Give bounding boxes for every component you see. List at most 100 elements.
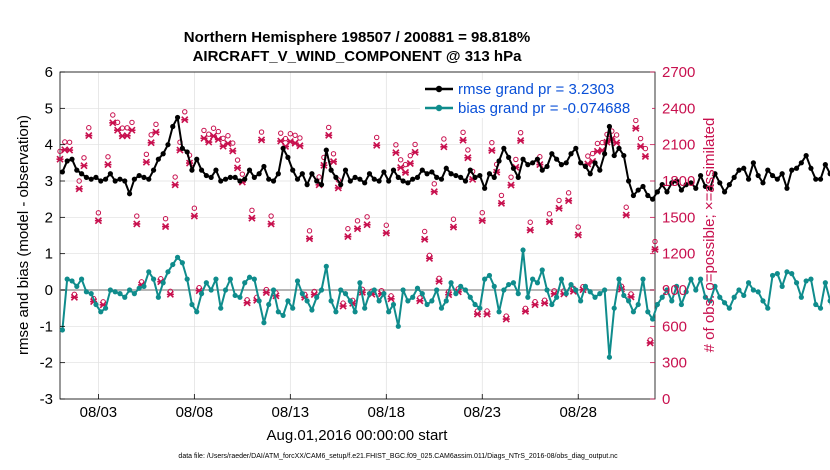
rmse-point bbox=[362, 180, 368, 186]
obs-assimilated-marker bbox=[363, 221, 371, 229]
obs-possible-marker bbox=[129, 119, 135, 126]
rmse-point bbox=[371, 176, 377, 182]
rmse-point bbox=[544, 163, 550, 170]
rmse-point bbox=[721, 189, 728, 195]
rmse-point bbox=[462, 178, 469, 184]
bias-point bbox=[117, 291, 123, 297]
bias-point bbox=[462, 287, 469, 293]
bias-point bbox=[146, 269, 152, 275]
rmse-point bbox=[664, 189, 670, 195]
obs-possible-marker bbox=[138, 279, 145, 285]
bias-point bbox=[673, 283, 680, 289]
rmse-point bbox=[525, 162, 531, 168]
legend-bias-label: bias grand pr = -0.074688 bbox=[458, 100, 630, 117]
bias-point bbox=[539, 267, 545, 273]
rmse-point bbox=[717, 180, 723, 186]
obs-possible-marker bbox=[114, 119, 121, 126]
obs-assimilated-marker bbox=[440, 143, 448, 151]
obs-possible-marker bbox=[153, 121, 159, 128]
rmse-point bbox=[765, 167, 771, 173]
rmse-point bbox=[563, 160, 569, 166]
bias-point bbox=[669, 298, 675, 304]
bias-point bbox=[592, 294, 598, 300]
bias-point bbox=[88, 291, 94, 297]
bias-point bbox=[232, 292, 238, 299]
bias-point bbox=[410, 294, 416, 300]
bias-point bbox=[203, 280, 209, 286]
bias-point bbox=[299, 291, 305, 297]
obs-possible-marker bbox=[450, 216, 457, 222]
bias-point bbox=[544, 287, 550, 293]
bias-point bbox=[280, 312, 286, 319]
y-tick-label: -2 bbox=[40, 355, 53, 372]
obs-possible-marker bbox=[330, 151, 337, 157]
bias-point bbox=[371, 287, 377, 293]
rmse-point bbox=[568, 151, 574, 157]
bias-point bbox=[453, 291, 459, 297]
obs-assimilated-marker bbox=[637, 142, 645, 150]
obs-assimilated-marker bbox=[114, 126, 122, 134]
rmse-point bbox=[141, 174, 147, 180]
obs-assimilated-marker bbox=[257, 136, 266, 144]
bias-point bbox=[237, 294, 243, 300]
obs-possible-marker bbox=[633, 117, 639, 124]
bias-point bbox=[769, 272, 776, 279]
bias-point bbox=[83, 289, 89, 295]
bias-point bbox=[160, 280, 166, 286]
rmse-point bbox=[448, 171, 454, 177]
obs-possible-marker bbox=[484, 308, 490, 314]
obs-assimilated-marker bbox=[392, 149, 400, 157]
obs-assimilated-marker bbox=[171, 181, 179, 189]
rmse-point bbox=[578, 160, 584, 166]
rmse-point bbox=[203, 172, 209, 179]
rmse-point bbox=[726, 182, 732, 188]
obs-assimilated-marker bbox=[128, 126, 136, 134]
bias-point bbox=[381, 291, 387, 297]
bias-point bbox=[213, 276, 219, 282]
obs-assimilated-marker bbox=[613, 139, 621, 147]
rmse-point bbox=[126, 191, 133, 197]
obs-possible-marker bbox=[100, 299, 106, 305]
obs-possible-marker bbox=[513, 156, 519, 163]
obs-possible-marker bbox=[417, 295, 423, 301]
rmse-point bbox=[472, 174, 478, 180]
bias-point bbox=[817, 305, 824, 311]
bias-point bbox=[496, 309, 502, 315]
obs-possible-marker bbox=[76, 178, 82, 184]
obs-assimilated-marker bbox=[56, 155, 64, 163]
rmse-point bbox=[813, 176, 819, 182]
rmse-point bbox=[443, 165, 449, 171]
bias-point bbox=[165, 269, 171, 275]
rmse-point bbox=[88, 176, 94, 182]
rmse-point bbox=[69, 156, 75, 162]
bias-point bbox=[578, 298, 584, 304]
bias-point bbox=[731, 294, 737, 300]
bias-point bbox=[822, 280, 828, 286]
rmse-point bbox=[386, 178, 392, 184]
rmse-point bbox=[227, 174, 233, 180]
bias-point bbox=[434, 287, 440, 293]
bias-point bbox=[534, 280, 541, 286]
obs-possible-marker bbox=[613, 132, 620, 138]
rmse-point bbox=[395, 174, 401, 180]
obs-possible-marker bbox=[628, 291, 634, 297]
rmse-point bbox=[549, 151, 555, 157]
rmse-point bbox=[482, 185, 488, 191]
obs-assimilated-marker bbox=[411, 148, 419, 156]
bias-point bbox=[78, 276, 85, 282]
bias-point bbox=[602, 287, 608, 293]
bias-point bbox=[501, 287, 507, 293]
bias-point bbox=[779, 283, 785, 289]
obs-possible-marker bbox=[354, 218, 361, 224]
bias-point bbox=[270, 287, 277, 293]
obs-possible-marker bbox=[182, 109, 188, 115]
rmse-point bbox=[554, 156, 560, 162]
bias-point bbox=[798, 294, 804, 300]
bias-point bbox=[227, 276, 233, 282]
rmse-point bbox=[304, 182, 310, 188]
rmse-point bbox=[280, 145, 286, 151]
rmse-point bbox=[808, 165, 814, 171]
bias-point bbox=[520, 247, 526, 253]
obs-possible-marker bbox=[556, 197, 562, 204]
rmse-point bbox=[486, 171, 493, 177]
